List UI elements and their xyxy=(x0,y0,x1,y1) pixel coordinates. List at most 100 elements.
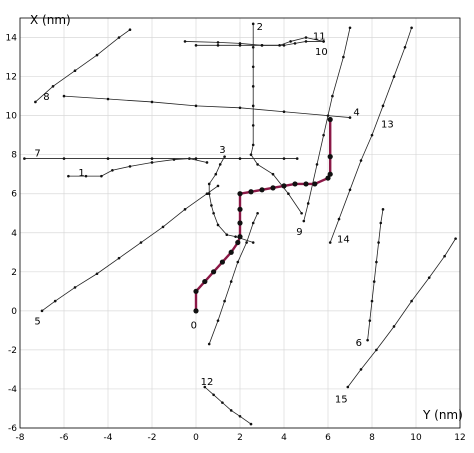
highlighted-point xyxy=(237,206,243,212)
x-tick-label: 2 xyxy=(237,433,243,443)
trajectory-11 xyxy=(183,36,325,47)
trajectory-point xyxy=(210,204,213,207)
trajectory-point xyxy=(95,272,99,276)
trajectory-point xyxy=(214,172,218,176)
highlighted-point xyxy=(235,239,241,246)
trajectory-point xyxy=(128,165,132,168)
trajectory-point xyxy=(40,309,44,313)
trajectory-point xyxy=(282,157,286,160)
trajectory-point xyxy=(73,69,77,73)
trajectory-point xyxy=(392,325,396,328)
trajectory-point xyxy=(238,414,242,418)
x-tick-label: 10 xyxy=(410,433,422,443)
trajectory-point xyxy=(331,94,334,98)
y-tick-label: 10 xyxy=(6,112,18,122)
trajectory-line xyxy=(63,95,351,118)
trajectory-point xyxy=(377,241,380,244)
highlighted-point xyxy=(325,175,331,181)
trajectory-label: 12 xyxy=(201,377,214,388)
trajectory-label: 7 xyxy=(34,149,40,160)
trajectory-5 xyxy=(40,184,220,313)
trajectory-point xyxy=(245,241,248,244)
y-tick-labels: -6 -4 -2 0 2 4 6 8 10 12 14 xyxy=(6,34,18,434)
trajectory-point xyxy=(216,223,220,227)
highlighted-point xyxy=(292,181,298,187)
trajectory-point xyxy=(117,36,121,39)
trajectory-point xyxy=(375,260,378,264)
trajectory-point xyxy=(183,40,187,43)
highlighted-point xyxy=(312,181,318,187)
trajectory-point xyxy=(306,202,310,205)
trajectory-point xyxy=(234,235,237,238)
trajectory-point xyxy=(256,211,259,215)
trajectory-point xyxy=(251,104,255,108)
trajectory-line xyxy=(204,386,252,425)
trajectory-line xyxy=(303,27,351,222)
highlighted-point xyxy=(237,220,243,226)
x-tick-label: 0 xyxy=(193,433,199,443)
trajectory-15 xyxy=(346,237,457,389)
trajectory-point xyxy=(223,299,226,303)
trajectory-label: 13 xyxy=(381,119,394,130)
trajectory-label: 4 xyxy=(353,108,359,119)
trajectory-point xyxy=(300,211,303,215)
trajectory-point xyxy=(454,237,457,240)
trajectory-point xyxy=(282,44,286,47)
trajectory-point xyxy=(348,116,352,119)
y-tick-label: 6 xyxy=(11,190,17,200)
trajectory-point xyxy=(84,174,88,178)
trajectory-point xyxy=(381,104,385,108)
trajectory-point xyxy=(381,208,385,211)
trajectory-point xyxy=(100,174,103,178)
trajectory-point xyxy=(372,280,376,283)
trajectory-point xyxy=(106,97,110,101)
trajectory-point xyxy=(251,85,255,88)
trajectory-point xyxy=(366,338,369,342)
trajectory-point xyxy=(53,299,57,303)
trajectory-point xyxy=(315,163,319,166)
y-axis-title: X (nm) xyxy=(30,13,71,27)
trajectory-point xyxy=(73,286,77,289)
y-tick-label: 2 xyxy=(11,268,17,278)
y-tick-label: 0 xyxy=(11,307,17,317)
trajectory-point xyxy=(150,100,154,104)
trajectory-point xyxy=(348,26,352,30)
trajectory-point xyxy=(271,172,275,176)
trajectory-point xyxy=(128,28,132,32)
highlighted-point xyxy=(327,154,333,160)
trajectory-point xyxy=(251,45,255,49)
trajectory-point xyxy=(256,163,259,166)
trajectory-point xyxy=(62,157,66,160)
y-tick-label: 8 xyxy=(11,151,17,161)
highlighted-point xyxy=(270,185,276,191)
trajectory-point xyxy=(34,100,37,104)
trajectory-line xyxy=(35,29,131,103)
highlighted-trajectory xyxy=(193,116,333,314)
trajectory-point xyxy=(225,233,229,237)
trajectory-7 xyxy=(23,157,299,160)
y-tick-label: -2 xyxy=(8,346,17,356)
trajectory-point xyxy=(216,184,220,188)
x-tick-label: 12 xyxy=(454,433,465,443)
trajectory-point xyxy=(282,110,286,114)
trajectory-label: 10 xyxy=(315,47,328,58)
trajectory-point xyxy=(236,260,240,264)
trajectory-line xyxy=(367,209,384,341)
trajectory-8 xyxy=(34,28,132,104)
trajectory-point xyxy=(62,94,66,98)
trajectory-point xyxy=(379,221,383,225)
trajectory-label: 8 xyxy=(43,92,49,103)
trajectory-point xyxy=(251,143,255,147)
trajectory-point xyxy=(359,159,363,162)
trajectory-point xyxy=(238,44,242,47)
trajectory-point xyxy=(322,40,325,43)
highlighted-point xyxy=(248,189,254,195)
trajectory-point xyxy=(410,299,413,303)
trajectory-point xyxy=(251,65,255,69)
trajectory-point xyxy=(194,104,198,108)
trajectory-point xyxy=(410,26,413,30)
trajectory-2 xyxy=(249,22,303,215)
y-tick-label: -6 xyxy=(8,424,17,434)
